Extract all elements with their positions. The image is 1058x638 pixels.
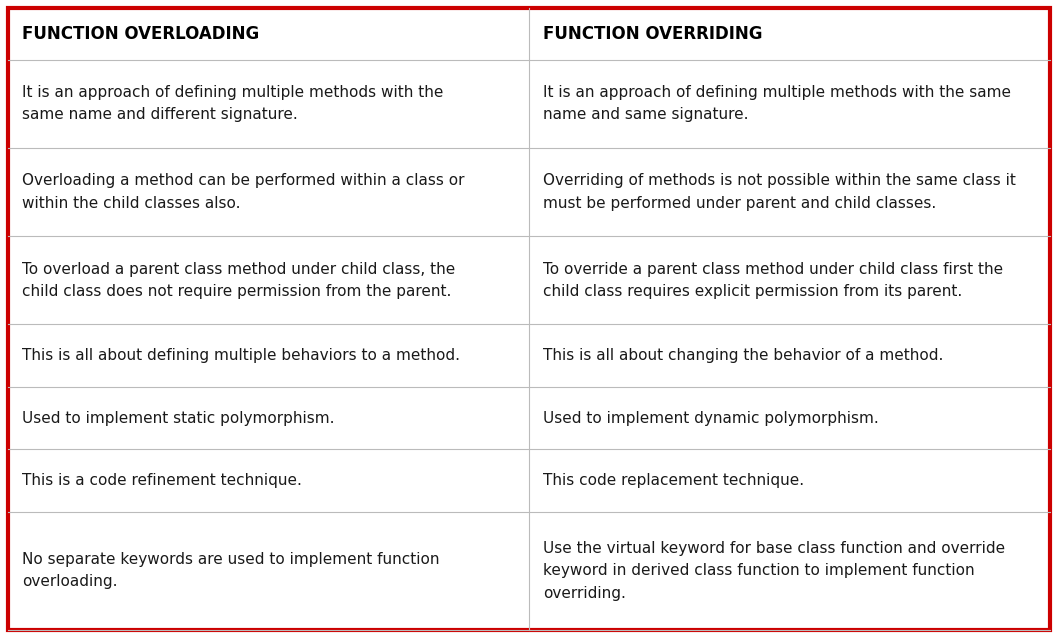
Text: No separate keywords are used to implement function
overloading.: No separate keywords are used to impleme…: [22, 553, 439, 590]
Text: Used to implement static polymorphism.: Used to implement static polymorphism.: [22, 410, 334, 426]
Text: This is a code refinement technique.: This is a code refinement technique.: [22, 473, 302, 488]
Text: Overloading a method can be performed within a class or
within the child classes: Overloading a method can be performed wi…: [22, 174, 464, 211]
Text: Use the virtual keyword for base class function and override
keyword in derived : Use the virtual keyword for base class f…: [543, 541, 1005, 600]
Text: It is an approach of defining multiple methods with the
same name and different : It is an approach of defining multiple m…: [22, 85, 443, 122]
Text: FUNCTION OVERRIDING: FUNCTION OVERRIDING: [543, 25, 763, 43]
Text: This is all about defining multiple behaviors to a method.: This is all about defining multiple beha…: [22, 348, 460, 363]
Text: To override a parent class method under child class first the
child class requir: To override a parent class method under …: [543, 262, 1003, 299]
Text: To overload a parent class method under child class, the
child class does not re: To overload a parent class method under …: [22, 262, 455, 299]
Text: Used to implement dynamic polymorphism.: Used to implement dynamic polymorphism.: [543, 410, 879, 426]
Text: It is an approach of defining multiple methods with the same
name and same signa: It is an approach of defining multiple m…: [543, 85, 1011, 122]
Text: FUNCTION OVERLOADING: FUNCTION OVERLOADING: [22, 25, 259, 43]
Text: This code replacement technique.: This code replacement technique.: [543, 473, 804, 488]
Text: This is all about changing the behavior of a method.: This is all about changing the behavior …: [543, 348, 944, 363]
Text: Overriding of methods is not possible within the same class it
must be performed: Overriding of methods is not possible wi…: [543, 174, 1016, 211]
